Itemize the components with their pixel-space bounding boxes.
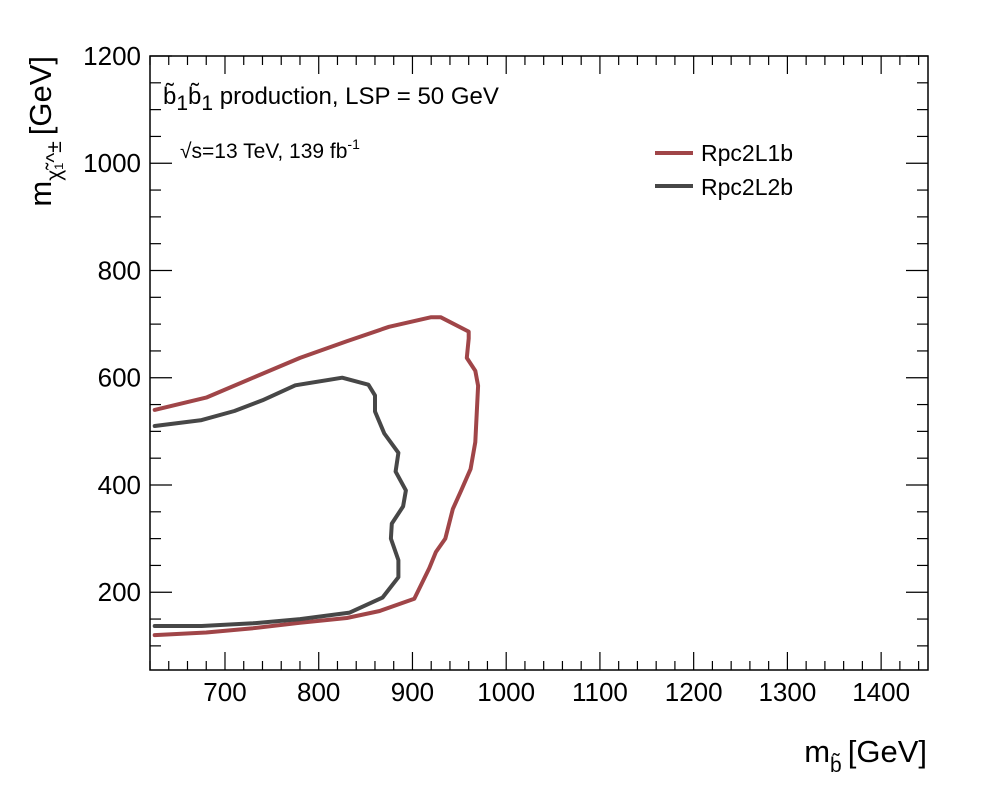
legend-label-rpc2l2b: Rpc2L2b — [701, 174, 793, 200]
x-tick-label: 1000 — [477, 677, 535, 707]
y-tick-label: 1000 — [83, 148, 141, 178]
energy-annotation: √s=13 TeV, 139 fb-1 — [180, 136, 360, 163]
x-tick-label: 900 — [391, 677, 434, 707]
y-tick-label: 600 — [98, 363, 141, 393]
legend-label-rpc2l1b: Rpc2L1b — [701, 140, 793, 166]
x-tick-label: 1100 — [572, 677, 628, 707]
x-tick-label: 1300 — [758, 677, 816, 707]
ticks-layer — [149, 55, 928, 670]
series-line-rpc2l2b — [152, 375, 408, 628]
y-axis-title: mχ̃₁^±[GeV] — [23, 56, 66, 207]
tick-labels: 700 800 900 1000 1100 1200 1300 1400 200 400 600 80… — [83, 41, 910, 707]
x-tick-label: 1400 — [852, 677, 910, 707]
series-layer — [152, 315, 481, 638]
y-tick-label: 200 — [98, 577, 141, 607]
series-line-rpc2l1b — [152, 315, 481, 638]
plot-frame — [149, 55, 929, 671]
legend: Rpc2L1b Rpc2L2b — [655, 140, 793, 200]
y-tick-label: 400 — [98, 470, 141, 500]
y-tick-label: 1200 — [83, 41, 141, 71]
x-tick-label: 700 — [203, 677, 246, 707]
process-annotation: b̃1b̃1 production, LSP = 50 GeV — [163, 83, 499, 115]
y-tick-label: 800 — [98, 255, 141, 285]
x-axis-title: mb̃ [GeV] — [804, 734, 927, 777]
x-tick-label: 1200 — [665, 677, 723, 707]
x-tick-label: 800 — [297, 677, 340, 707]
